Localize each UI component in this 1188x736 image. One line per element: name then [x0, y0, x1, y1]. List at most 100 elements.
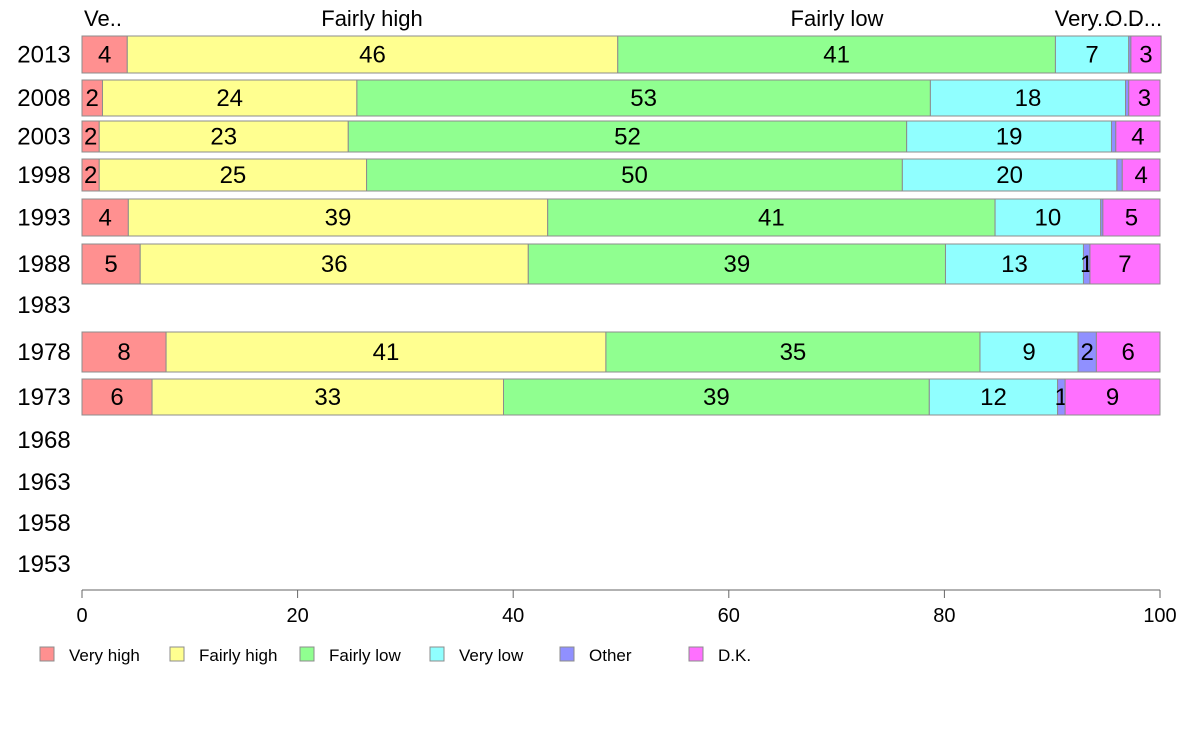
data-label-fairly-high-1973: 33 — [314, 384, 341, 411]
data-label-fairly-high-1993: 39 — [325, 205, 352, 232]
bar-segment-very-high-1973 — [81, 378, 153, 416]
data-label-d-k-1998: 4 — [1134, 162, 1147, 189]
data-label-very-high-1993: 4 — [99, 205, 112, 232]
x-tick-label-80: 80 — [933, 605, 955, 627]
bar-segment-very-low-1978 — [979, 331, 1079, 373]
x-axis: 0 20 40 60 80 100 — [76, 589, 1177, 627]
data-label-very-low-1978: 9 — [1022, 339, 1035, 366]
data-label-fairly-high-1988: 36 — [321, 251, 348, 278]
x-tick-label-0: 0 — [76, 605, 87, 627]
legend-label-very-high: Very high — [69, 646, 140, 665]
data-label-d-k-2013: 3 — [1139, 42, 1152, 69]
data-label-fairly-low-1973: 39 — [703, 384, 730, 411]
bar-segment-very-high-1988 — [81, 243, 141, 285]
data-label-very-low-2008: 18 — [1015, 85, 1042, 112]
year-label-1978: 1978 — [17, 339, 70, 366]
bar-segment-fairly-high-1998 — [98, 158, 368, 192]
year-label-1988: 1988 — [17, 251, 70, 278]
data-label-very-low-1988: 13 — [1001, 251, 1028, 278]
bar-segment-very-high-1978 — [81, 331, 167, 373]
data-label-d-k-1993: 5 — [1125, 205, 1138, 232]
bar-segment-fairly-high-1978 — [165, 331, 607, 373]
legend-label-very-low: Very low — [459, 646, 524, 665]
year-labels: 2013 2008 2003 1998 1993 1988 1983 1978 1973 1968… — [17, 42, 70, 579]
data-label-fairly-high-1998: 25 — [220, 162, 247, 189]
legend-label-other: Other — [589, 646, 632, 665]
year-label-2013: 2013 — [17, 42, 70, 69]
data-label-d-k-1988: 7 — [1118, 251, 1131, 278]
column-header-fairly-high: Fairly high — [321, 6, 422, 31]
legend-swatch-d-k — [688, 646, 704, 662]
year-label-1953: 1953 — [17, 551, 70, 578]
data-label-fairly-high-2013: 46 — [359, 42, 386, 69]
bar-segment-fairly-low-1978 — [605, 331, 981, 373]
bar-segment-very-low-2013 — [1054, 35, 1130, 74]
bar-segment-very-high-2013 — [81, 35, 128, 74]
bar-segment-very-low-2008 — [929, 79, 1127, 117]
year-label-1983: 1983 — [17, 292, 70, 319]
bar-segment-other-1998 — [1116, 158, 1123, 192]
bar-segment-fairly-low-1988 — [527, 243, 946, 285]
bar-segment-fairly-high-2003 — [98, 120, 349, 153]
data-label-fairly-low-2013: 41 — [823, 42, 850, 69]
data-label-d-k-1978: 6 — [1122, 339, 1135, 366]
legend-swatch-other — [559, 646, 575, 662]
bar-segment-very-low-1973 — [928, 378, 1059, 416]
data-label-fairly-low-2008: 53 — [630, 85, 657, 112]
data-label-very-high-2008: 2 — [86, 85, 99, 112]
legend-swatch-very-low — [429, 646, 445, 662]
x-tick-label-20: 20 — [286, 605, 308, 627]
bar-segment-d-k-1978 — [1095, 331, 1161, 373]
legend-swatch-fairly-low — [299, 646, 315, 662]
data-label-very-high-1973: 6 — [110, 384, 123, 411]
column-header-fairly-low: Fairly low — [791, 6, 884, 31]
bar-segment-d-k-2013 — [1130, 35, 1162, 74]
data-label-very-high-2013: 4 — [98, 42, 111, 69]
data-label-d-k-2008: 3 — [1138, 85, 1151, 112]
year-label-1998: 1998 — [17, 162, 70, 189]
bar-segment-d-k-1993 — [1102, 198, 1161, 237]
data-label-other-1978: 2 — [1081, 339, 1094, 366]
year-label-2003: 2003 — [17, 124, 70, 151]
x-tick-label-100: 100 — [1143, 605, 1176, 627]
bar-segment-fairly-low-1993 — [547, 198, 996, 237]
data-label-fairly-high-2003: 23 — [210, 124, 237, 151]
data-label-fairly-high-2008: 24 — [216, 85, 243, 112]
legend-label-fairly-low: Fairly low — [329, 646, 402, 665]
bar-segment-fairly-low-1973 — [503, 378, 930, 416]
legend-label-d-k: D.K. — [718, 646, 751, 665]
bar-rows: 4 46 41 7 32 24 53 18 32 23 52 19 42 25 50 20 44 39 41 10 55… — [81, 35, 1162, 416]
bar-segment-fairly-high-1973 — [151, 378, 504, 416]
data-label-very-low-1998: 20 — [996, 162, 1023, 189]
column-header-ve: Ve.. — [84, 6, 122, 31]
data-label-very-high-1998: 2 — [84, 162, 97, 189]
bar-segment-very-low-1998 — [901, 158, 1118, 192]
column-header-labels: Ve.. Fairly high Fairly low Very...O...D... — [84, 6, 1162, 31]
data-label-fairly-low-1998: 50 — [621, 162, 648, 189]
data-label-fairly-low-2003: 52 — [614, 124, 641, 151]
data-label-d-k-2003: 4 — [1131, 124, 1144, 151]
data-label-very-high-1988: 5 — [104, 251, 117, 278]
data-label-very-low-2003: 19 — [996, 124, 1023, 151]
bar-segment-fairly-low-1998 — [366, 158, 903, 192]
x-tick-label-60: 60 — [718, 605, 740, 627]
year-label-1993: 1993 — [17, 205, 70, 232]
bar-segment-d-k-1973 — [1064, 378, 1161, 416]
bar-segment-d-k-2003 — [1115, 120, 1161, 153]
legend-label-fairly-high: Fairly high — [199, 646, 277, 665]
column-header-o: O... — [1105, 6, 1140, 31]
data-label-fairly-low-1988: 39 — [724, 251, 751, 278]
year-label-1968: 1968 — [17, 427, 70, 454]
legend: Very high Fairly high Fairly low Very low Ot… — [39, 646, 751, 665]
data-label-very-high-1978: 8 — [117, 339, 130, 366]
data-label-fairly-low-1993: 41 — [758, 205, 785, 232]
column-header-very: Very... — [1055, 6, 1116, 31]
bar-segment-fairly-high-2008 — [101, 79, 358, 117]
legend-swatch-very-high — [39, 646, 55, 662]
legend-swatch-fairly-high — [169, 646, 185, 662]
bar-segment-d-k-2008 — [1128, 79, 1161, 117]
year-label-2008: 2008 — [17, 85, 70, 112]
year-label-1963: 1963 — [17, 469, 70, 496]
year-label-1973: 1973 — [17, 384, 70, 411]
